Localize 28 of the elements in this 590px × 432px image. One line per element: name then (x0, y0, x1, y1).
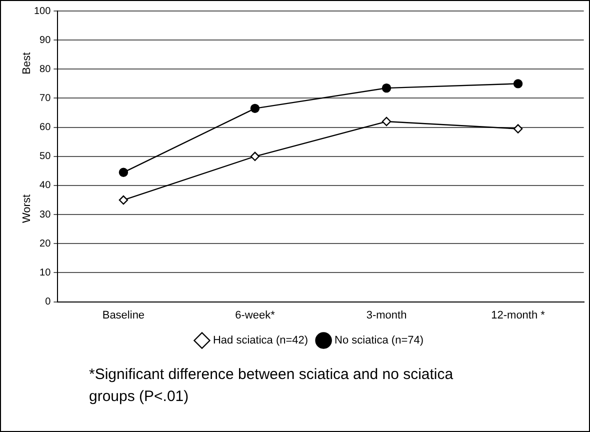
point (382, 116, 392, 126)
point (513, 124, 523, 134)
point (382, 83, 392, 93)
x-tick-label: 12-month * (491, 309, 546, 322)
point (118, 168, 128, 177)
y-tick-label: 30 (40, 209, 52, 220)
y-tick-label: 50 (40, 151, 52, 162)
legend-label: Had sciatica (n=42) (212, 334, 308, 347)
y-tick-label: 0 (45, 296, 52, 308)
y-tick-label: 90 (40, 34, 52, 46)
text: Best (21, 52, 34, 74)
point (513, 79, 523, 88)
y-tick-label: 60 (40, 122, 52, 134)
x-tick-label: Baseline (102, 309, 145, 322)
y-tick-label: 40 (40, 180, 52, 192)
point (250, 104, 260, 114)
y-tick-label: 70 (40, 92, 52, 104)
x-tick-label: 3-month (366, 309, 407, 322)
point (250, 152, 260, 161)
text: *Significant difference between sciatica and no sciatica groups (P<.01) (89, 366, 454, 405)
y-tick-label: 80 (40, 64, 52, 75)
y-tick-label: 20 (40, 238, 52, 250)
legend-label: No sciatica (n=74) (334, 334, 424, 347)
point (118, 195, 128, 205)
text: Worst (21, 194, 34, 224)
y-tick-label: 10 (40, 267, 52, 278)
x-tick-label: 6-week* (235, 309, 276, 322)
y-tick-label: 100 (34, 6, 52, 17)
